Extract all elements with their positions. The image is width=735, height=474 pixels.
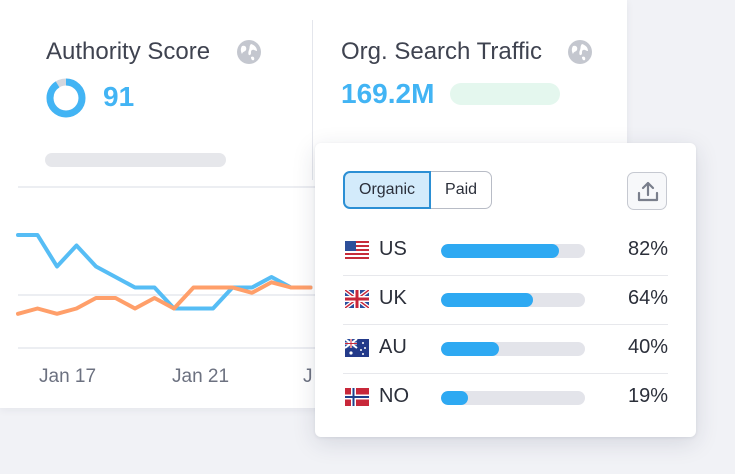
tab-paid[interactable]: Paid <box>431 171 493 209</box>
export-button[interactable] <box>627 172 667 210</box>
traffic-type-tabs: Organic Paid <box>343 171 493 209</box>
country-row-au[interactable]: AU 40% <box>343 325 668 373</box>
share-percent: 64% <box>627 287 668 309</box>
authority-score-title: Authority Score <box>46 38 211 65</box>
tab-organic[interactable]: Organic <box>343 171 432 209</box>
traffic-trend-pill <box>450 83 560 105</box>
x-tick-label: Jan 17 <box>39 366 97 387</box>
country-code: NO <box>379 385 409 407</box>
placeholder-bar <box>45 153 226 167</box>
column-divider <box>312 20 313 180</box>
authority-score-ring <box>46 78 86 118</box>
country-row-no[interactable]: NO 19% <box>343 374 668 422</box>
no-flag-icon <box>345 388 369 406</box>
share-percent: 82% <box>627 238 668 260</box>
x-tick-label: Jan 21 <box>172 366 230 387</box>
globe-icon[interactable] <box>236 39 262 65</box>
country-code: AU <box>379 336 407 358</box>
country-code: UK <box>379 287 407 309</box>
authority-score-value: 91 <box>103 81 135 112</box>
upload-icon <box>637 181 659 202</box>
au-flag-icon <box>345 339 369 357</box>
search-traffic-value: 169.2M <box>341 78 435 109</box>
series-line-2 <box>16 280 313 316</box>
uk-flag-icon <box>345 290 369 308</box>
search-traffic-title: Org. Search Traffic <box>341 38 542 65</box>
share-bar-fill <box>441 391 469 405</box>
share-bar-fill <box>441 244 560 258</box>
share-bar-fill <box>441 342 499 356</box>
share-bar <box>441 391 585 405</box>
x-tick-label: J <box>303 366 313 387</box>
row-divider <box>343 373 668 374</box>
share-bar-fill <box>441 293 534 307</box>
country-row-uk[interactable]: UK 64% <box>343 276 668 324</box>
us-flag-icon <box>345 241 369 259</box>
share-percent: 40% <box>627 336 668 358</box>
row-divider <box>343 275 668 276</box>
share-bar <box>441 293 585 307</box>
row-divider <box>343 324 668 325</box>
series-line-1 <box>16 233 313 311</box>
country-distribution-popup: Organic Paid US 82% UK 64% <box>315 143 696 437</box>
country-code: US <box>379 238 407 260</box>
globe-icon[interactable] <box>567 39 593 65</box>
traffic-line-chart <box>16 186 330 349</box>
share-bar <box>441 244 585 258</box>
share-percent: 19% <box>627 385 668 407</box>
country-row-us[interactable]: US 82% <box>343 227 668 275</box>
share-bar <box>441 342 585 356</box>
